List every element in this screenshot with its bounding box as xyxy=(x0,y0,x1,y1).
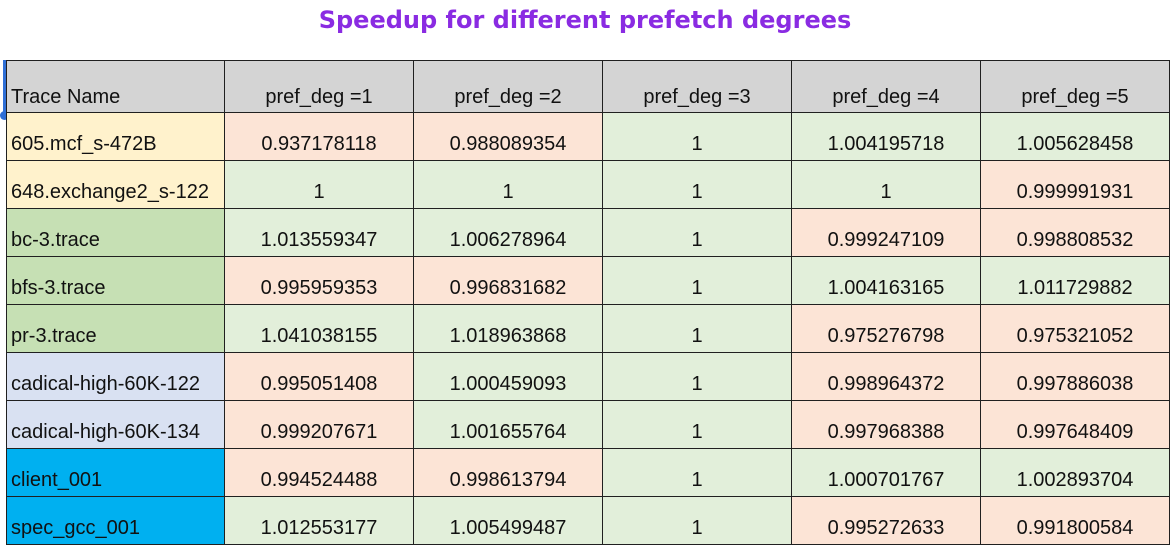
table-row: 648.exchange2_s-122 1 1 1 1 0.999991931 xyxy=(6,160,1170,209)
speedup-value-cell[interactable]: 1 xyxy=(602,112,792,161)
header-row: Trace Name pref_deg =1 pref_deg =2 pref_deg… xyxy=(6,60,1170,113)
table-row: 605.mcf_s-472B 0.937178118 0.988089354 1 1.0… xyxy=(6,112,1170,161)
trace-name-cell[interactable]: 605.mcf_s-472B xyxy=(6,112,225,161)
speedup-value-cell[interactable]: 0.995959353 xyxy=(224,256,414,305)
speedup-value-cell[interactable]: 0.997968388 xyxy=(791,400,981,449)
speedup-value-cell[interactable]: 1 xyxy=(791,160,981,209)
trace-name-cell[interactable]: 648.exchange2_s-122 xyxy=(6,160,225,209)
table-row: pr-3.trace 1.041038155 1.018963868 1 0.97527… xyxy=(6,304,1170,353)
speedup-value-cell[interactable]: 0.995051408 xyxy=(224,352,414,401)
speedup-table-container: Trace Name pref_deg =1 pref_deg =2 pref_deg… xyxy=(6,60,1170,545)
speedup-value-cell[interactable]: 0.995272633 xyxy=(791,496,981,545)
speedup-value-cell[interactable]: 1 xyxy=(602,448,792,497)
table-row: spec_gcc_001 1.012553177 1.005499487 1 0.995… xyxy=(6,496,1170,545)
table-row: cadical-high-60K-134 0.999207671 1.0016557… xyxy=(6,400,1170,449)
selection-handle[interactable] xyxy=(0,111,9,120)
speedup-value-cell[interactable]: 0.991800584 xyxy=(980,496,1170,545)
trace-name-cell[interactable]: cadical-high-60K-134 xyxy=(6,400,225,449)
column-header-trace-name[interactable]: Trace Name xyxy=(6,60,225,113)
table-row: cadical-high-60K-122 0.995051408 1.0004590… xyxy=(6,352,1170,401)
speedup-value-cell[interactable]: 1.011729882 xyxy=(980,256,1170,305)
column-header-pref-deg-3[interactable]: pref_deg =3 xyxy=(602,60,792,113)
speedup-table: Trace Name pref_deg =1 pref_deg =2 pref_deg… xyxy=(6,60,1170,545)
column-header-pref-deg-5[interactable]: pref_deg =5 xyxy=(980,60,1170,113)
speedup-value-cell[interactable]: 1.001655764 xyxy=(413,400,603,449)
speedup-value-cell[interactable]: 1 xyxy=(602,400,792,449)
column-header-pref-deg-1[interactable]: pref_deg =1 xyxy=(224,60,414,113)
chart-title: Speedup for different prefetch degrees xyxy=(318,6,852,34)
speedup-value-cell[interactable]: 1 xyxy=(602,352,792,401)
speedup-value-cell[interactable]: 0.937178118 xyxy=(224,112,414,161)
speedup-value-cell[interactable]: 1.005628458 xyxy=(980,112,1170,161)
column-header-pref-deg-4[interactable]: pref_deg =4 xyxy=(791,60,981,113)
speedup-value-cell[interactable]: 1.012553177 xyxy=(224,496,414,545)
speedup-value-cell[interactable]: 0.999991931 xyxy=(980,160,1170,209)
speedup-value-cell[interactable]: 0.988089354 xyxy=(413,112,603,161)
speedup-value-cell[interactable]: 1.006278964 xyxy=(413,208,603,257)
speedup-value-cell[interactable]: 0.975321052 xyxy=(980,304,1170,353)
speedup-value-cell[interactable]: 0.997648409 xyxy=(980,400,1170,449)
speedup-value-cell[interactable]: 1 xyxy=(602,160,792,209)
speedup-value-cell[interactable]: 0.999207671 xyxy=(224,400,414,449)
speedup-value-cell[interactable]: 1.000459093 xyxy=(413,352,603,401)
speedup-value-cell[interactable]: 0.998808532 xyxy=(980,208,1170,257)
trace-name-cell[interactable]: spec_gcc_001 xyxy=(6,496,225,545)
speedup-value-cell[interactable]: 1 xyxy=(224,160,414,209)
speedup-value-cell[interactable]: 1 xyxy=(602,496,792,545)
speedup-value-cell[interactable]: 0.998613794 xyxy=(413,448,603,497)
speedup-value-cell[interactable]: 1.013559347 xyxy=(224,208,414,257)
table-body: 605.mcf_s-472B 0.937178118 0.988089354 1 1.0… xyxy=(6,112,1170,545)
speedup-value-cell[interactable]: 1.041038155 xyxy=(224,304,414,353)
speedup-value-cell[interactable]: 1 xyxy=(602,256,792,305)
speedup-value-cell[interactable]: 1.002893704 xyxy=(980,448,1170,497)
speedup-value-cell[interactable]: 1 xyxy=(602,304,792,353)
trace-name-cell[interactable]: client_001 xyxy=(6,448,225,497)
speedup-value-cell[interactable]: 0.998964372 xyxy=(791,352,981,401)
speedup-value-cell[interactable]: 1.018963868 xyxy=(413,304,603,353)
table-row: bfs-3.trace 0.995959353 0.996831682 1 1.0041… xyxy=(6,256,1170,305)
table-row: client_001 0.994524488 0.998613794 1 1.00070… xyxy=(6,448,1170,497)
speedup-value-cell[interactable]: 1.004195718 xyxy=(791,112,981,161)
speedup-value-cell[interactable]: 1.000701767 xyxy=(791,448,981,497)
speedup-value-cell[interactable]: 1.004163165 xyxy=(791,256,981,305)
speedup-value-cell[interactable]: 0.996831682 xyxy=(413,256,603,305)
speedup-value-cell[interactable]: 0.999247109 xyxy=(791,208,981,257)
speedup-value-cell[interactable]: 1 xyxy=(602,208,792,257)
speedup-value-cell[interactable]: 0.994524488 xyxy=(224,448,414,497)
trace-name-cell[interactable]: bc-3.trace xyxy=(6,208,225,257)
trace-name-cell[interactable]: bfs-3.trace xyxy=(6,256,225,305)
speedup-value-cell[interactable]: 0.997886038 xyxy=(980,352,1170,401)
speedup-value-cell[interactable]: 1.005499487 xyxy=(413,496,603,545)
speedup-value-cell[interactable]: 1 xyxy=(413,160,603,209)
table-row: bc-3.trace 1.013559347 1.006278964 1 0.99924… xyxy=(6,208,1170,257)
trace-name-cell[interactable]: pr-3.trace xyxy=(6,304,225,353)
speedup-value-cell[interactable]: 0.975276798 xyxy=(791,304,981,353)
column-header-pref-deg-2[interactable]: pref_deg =2 xyxy=(413,60,603,113)
cell-selection-marker xyxy=(3,60,6,115)
trace-name-cell[interactable]: cadical-high-60K-122 xyxy=(6,352,225,401)
